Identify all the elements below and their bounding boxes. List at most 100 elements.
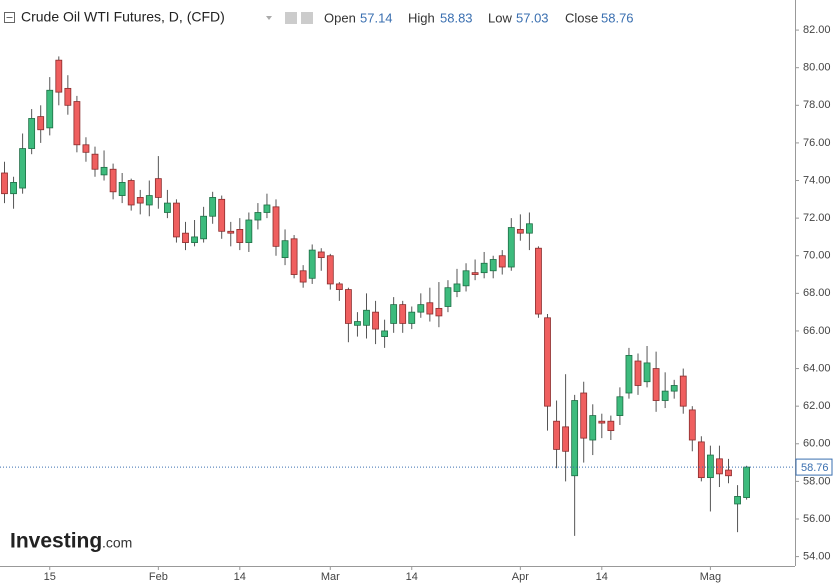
y-tick-label: 80.00	[803, 62, 831, 74]
x-tick-label: 14	[234, 571, 246, 583]
candle-body	[607, 420, 615, 432]
candle-body	[281, 240, 289, 259]
y-tick-label: 68.00	[803, 287, 831, 299]
candle-body	[100, 166, 108, 176]
candle-body	[308, 249, 316, 279]
candle-body	[453, 283, 461, 292]
candle-body	[91, 153, 99, 170]
candle-body	[571, 400, 579, 477]
candle-body	[254, 212, 262, 221]
candle-body	[1, 172, 8, 195]
y-tick-label: 60.00	[803, 438, 831, 450]
high-value: 58.83	[440, 10, 473, 25]
candle-body	[245, 219, 253, 243]
candle-body	[707, 454, 714, 479]
candle-body	[10, 181, 17, 195]
candle-body	[82, 144, 90, 153]
candle-body	[634, 360, 642, 386]
candle-body	[444, 287, 452, 307]
close-value: 58.76	[601, 10, 634, 25]
y-tick-label: 76.00	[803, 137, 831, 149]
candle-body	[688, 409, 696, 441]
candle-body	[263, 204, 271, 213]
last-price-box	[795, 458, 833, 476]
candle-body	[218, 198, 226, 232]
candle-body	[661, 390, 669, 401]
candle-body	[335, 283, 343, 290]
candle-body	[272, 206, 280, 247]
candle-body	[507, 227, 515, 268]
open-label: Open	[324, 10, 356, 25]
candle-body	[580, 392, 588, 439]
candle-body	[526, 223, 533, 234]
candle-body	[408, 311, 416, 324]
candle-body	[163, 202, 171, 213]
high-label: High	[408, 10, 435, 25]
candle-body	[46, 89, 54, 129]
candle-body	[435, 307, 443, 317]
candle-body	[734, 496, 741, 505]
candle-body	[354, 321, 361, 326]
candle-body	[381, 330, 389, 337]
candle-body	[37, 116, 45, 131]
candle-body	[535, 247, 542, 315]
visibility-icon[interactable]	[285, 12, 297, 24]
candle-body	[372, 311, 379, 330]
y-tick-label: 78.00	[803, 99, 831, 111]
candle-body	[390, 304, 398, 324]
y-tick-label: 70.00	[803, 250, 831, 262]
candle-body	[209, 197, 217, 217]
candle-body	[417, 304, 425, 313]
candle-body	[679, 375, 687, 407]
candle-body	[145, 195, 153, 206]
candle-body	[136, 197, 144, 204]
candle-body	[326, 255, 334, 285]
candle-body	[317, 251, 325, 259]
watermark-suffix: .com	[102, 535, 132, 551]
y-tick-label: 74.00	[803, 174, 831, 186]
x-tick-label: Feb	[149, 571, 168, 583]
candle-body	[363, 309, 370, 326]
x-tick-label: Apr	[512, 571, 529, 583]
candle-body	[28, 118, 36, 149]
close-label: Close	[565, 10, 598, 25]
candle-body	[299, 270, 307, 283]
candle-body	[562, 426, 569, 452]
settings-icon[interactable]	[301, 12, 313, 24]
open-value: 57.14	[360, 10, 393, 25]
candle-body	[200, 215, 208, 240]
chart-title: Crude Oil WTI Futures, D, (CFD)	[21, 9, 225, 25]
candle-body	[471, 272, 479, 275]
candle-body	[489, 259, 497, 272]
candle-body	[64, 87, 72, 106]
candle-body	[19, 148, 27, 189]
candle-body	[290, 238, 298, 275]
candle-body	[344, 289, 352, 324]
y-tick-label: 62.00	[803, 400, 831, 412]
candle-body	[55, 59, 63, 93]
candle-body	[109, 168, 117, 193]
candle-body	[697, 441, 705, 479]
candle-body	[236, 229, 244, 243]
y-tick-label: 54.00	[803, 551, 831, 563]
last-price-label: 58.76	[801, 462, 829, 474]
y-tick-label: 56.00	[803, 513, 831, 525]
candle-body	[544, 317, 551, 407]
dropdown-arrow[interactable]	[266, 16, 272, 20]
y-tick-label: 58.00	[803, 475, 831, 487]
y-tick-label: 66.00	[803, 325, 831, 337]
x-tick-label: 15	[44, 571, 56, 583]
watermark: Investing	[10, 530, 102, 553]
candle-body	[616, 396, 624, 416]
candle-body	[480, 262, 488, 274]
collapse-icon[interactable]	[4, 12, 15, 23]
low-value: 57.03	[516, 10, 549, 25]
candle-body	[154, 178, 162, 198]
candle-body	[725, 469, 732, 477]
candle-body	[173, 202, 180, 238]
candle-body	[670, 385, 678, 392]
candle-body	[516, 229, 524, 234]
candle-body	[227, 230, 235, 234]
